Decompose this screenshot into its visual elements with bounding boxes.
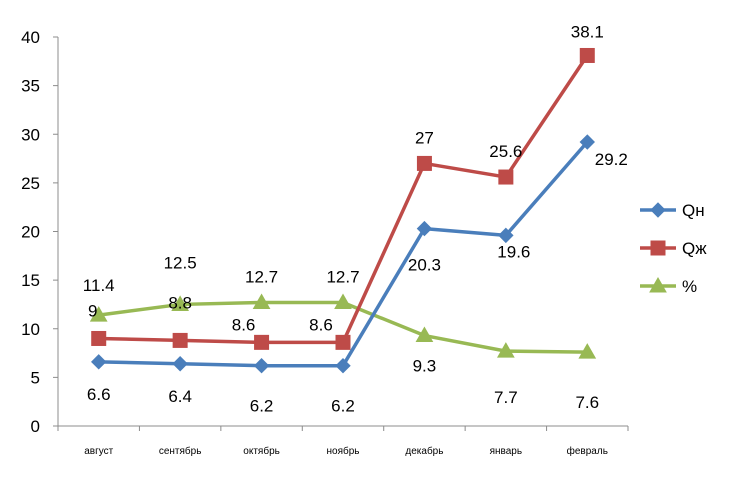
data-point	[172, 356, 188, 372]
y-tick-label: 30	[21, 125, 40, 144]
data-label: 38.1	[571, 22, 604, 41]
y-tick-label: 0	[31, 417, 40, 436]
data-label: 27	[415, 128, 434, 147]
legend-marker	[649, 276, 667, 293]
legend-label: Qж	[682, 239, 707, 258]
data-point	[415, 326, 434, 343]
data-label: 6.4	[168, 387, 192, 406]
data-label: 29.2	[595, 150, 628, 169]
x-tick-label: январь	[490, 446, 522, 457]
data-point	[91, 330, 107, 346]
legend-item: Qж	[640, 239, 707, 258]
y-tick-label: 40	[21, 28, 40, 47]
data-point	[253, 357, 270, 374]
data-point	[416, 155, 432, 171]
series-qn	[91, 134, 595, 374]
legend-item: Qн	[640, 201, 705, 220]
series-percent	[89, 293, 597, 359]
data-label: 8.6	[232, 315, 256, 334]
data-point	[335, 334, 351, 350]
x-tick-label: сентябрь	[159, 445, 202, 457]
legend-item: %	[640, 276, 697, 296]
data-label: 12.5	[164, 253, 197, 272]
data-label: 9.3	[413, 357, 437, 376]
data-point	[89, 306, 108, 322]
series-qzh	[91, 47, 595, 350]
y-tick-label: 20	[21, 223, 40, 242]
data-label: 11.4	[83, 276, 115, 295]
data-point	[416, 220, 433, 237]
data-label: 12.7	[326, 267, 359, 286]
y-tick-label: 10	[21, 320, 40, 339]
data-label: 12.7	[245, 267, 278, 286]
legend-marker	[650, 202, 666, 218]
data-labels: 6.6 6.4 6.2 6.2 20.3 19.6 29.2 9 8.8 8.6 8.6 27 25.6…	[83, 22, 628, 415]
y-tick-label: 15	[21, 271, 40, 290]
data-point	[252, 293, 271, 309]
data-label: 7.7	[494, 388, 518, 407]
data-point	[498, 227, 514, 244]
data-point	[172, 332, 188, 348]
x-tick-label: ноябрь	[327, 445, 360, 457]
y-tick-label: 25	[21, 174, 40, 193]
data-label: 9	[88, 301, 97, 320]
data-label: 6.6	[87, 385, 111, 404]
series-layer	[89, 47, 597, 374]
data-point	[91, 354, 107, 370]
data-label: 19.6	[497, 242, 530, 261]
data-point	[579, 47, 595, 63]
y-tick-label: 5	[31, 368, 40, 387]
data-label: 6.2	[250, 397, 274, 416]
x-tick-label: октябрь	[243, 445, 280, 457]
legend-label: Qн	[682, 201, 705, 220]
data-point	[254, 334, 270, 350]
y-tick-label: 35	[21, 77, 40, 96]
data-point	[498, 169, 514, 185]
data-label: 25.6	[489, 142, 522, 161]
x-tick-label: февраль	[567, 445, 608, 457]
x-tick-label: август	[84, 446, 113, 457]
axes: 0 5 10 15 20 25 30 35 40 август сентябрь октябрь ноя…	[21, 28, 629, 457]
data-point	[335, 357, 351, 374]
data-label: 7.6	[575, 393, 599, 412]
data-point	[334, 293, 352, 309]
data-point	[496, 342, 515, 358]
legend: Qн Qж%	[640, 201, 707, 296]
data-point	[171, 295, 190, 311]
data-point	[579, 134, 595, 150]
data-label: 8.8	[168, 293, 192, 312]
legend-marker	[650, 240, 666, 256]
x-tick-label: декабрь	[405, 445, 443, 457]
data-label: 8.6	[309, 315, 333, 334]
legend-label: %	[682, 277, 697, 296]
data-label: 20.3	[408, 256, 441, 275]
data-point	[578, 343, 597, 359]
data-label: 6.2	[331, 397, 355, 416]
